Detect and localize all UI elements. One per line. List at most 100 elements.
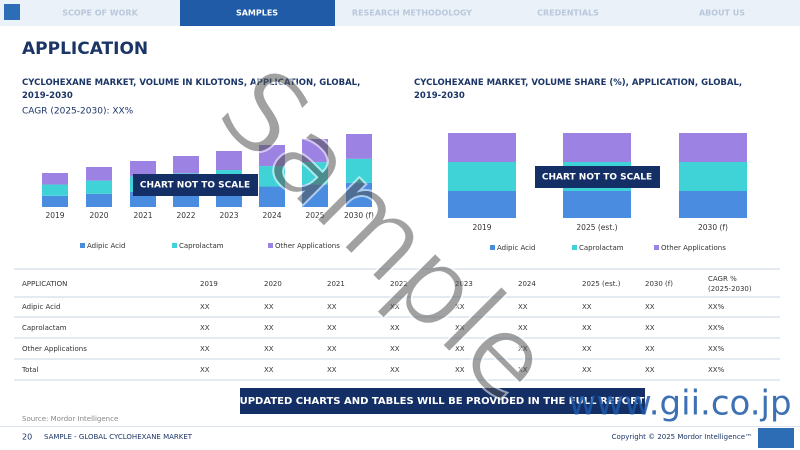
bar-segment [448,133,516,162]
nav-item: SCOPE OF WORK [62,9,138,18]
table-cell: XX [327,366,337,374]
bar-segment [346,182,372,207]
x-label: 2023 [219,211,238,220]
legend-swatch [490,245,495,250]
bar-segment [346,158,372,183]
table-cell: XX [582,324,592,332]
table-cell: XX [200,366,210,374]
table-header: 2022 [390,280,408,288]
table-cell: XX [645,345,655,353]
nav-item: ABOUT US [699,9,745,18]
bar-segment [259,186,285,207]
table-cell: XX [390,366,400,374]
heading: APPLICATION [22,39,148,59]
overlay-box [535,166,660,188]
table-cell: XX [518,345,528,353]
nav-item: CREDENTIALS [537,9,599,18]
table-cell: XX% [708,324,725,332]
legend-label: Other Applications [661,244,726,252]
table-cell: Caprolactam [22,324,67,332]
table-header: CAGR % (2025-2030) [708,275,752,293]
bar-segment [563,133,631,162]
x-label: 2024 [262,211,281,220]
bar-segment [259,166,285,187]
x-label: 2022 [176,211,195,220]
bar-segment [42,195,68,207]
table-cell: XX [264,324,274,332]
table-header: 2024 [518,280,536,288]
legend-label: Caprolactam [179,242,224,250]
x-label: 2019 [472,223,491,232]
brand-logo [758,428,794,448]
table-header: APPLICATION [22,280,67,288]
table-cell: XX% [708,345,725,353]
x-label: 2019 [45,211,64,220]
table-cell: XX [645,366,655,374]
table-cell: XX [200,324,210,332]
x-label: 2021 [133,211,152,220]
legend-label: Other Applications [275,242,340,250]
bar-segment [302,162,328,185]
table-cell: XX [327,303,337,311]
table-cell: XX [645,303,655,311]
table-cell: XX [455,366,465,374]
legend-label: Adipic Acid [87,242,125,250]
legend-swatch [172,243,177,248]
bar-segment [302,139,328,163]
table-cell: XX [264,366,274,374]
table-cell: XX [518,324,528,332]
bar-segment [86,167,112,181]
legend-swatch [268,243,273,248]
nav-item: SAMPLES [236,9,278,18]
bar-segment [130,161,156,177]
table-cell: XX [390,303,400,311]
table-cell: Other Applications [22,345,87,353]
overlay-box [133,174,258,196]
table-header: 2030 (f) [645,280,673,288]
legend-label: Caprolactam [579,244,624,252]
table-header: 2020 [264,280,282,288]
table-cell: Adipic Acid [22,303,60,311]
banner: UPDATED CHARTS AND TABLES WILL BE PROVID… [240,396,645,407]
site-watermark: www.gii.co.jp [568,384,791,424]
table-cell: XX [518,303,528,311]
x-label: 2025 (est.) [576,223,617,232]
table-cell: XX [582,345,592,353]
bar-segment [679,191,747,218]
table-cell: XX [455,345,465,353]
bar-segment [346,134,372,159]
bar-segment [679,162,747,191]
table-cell: XX [327,345,337,353]
nav-active [180,0,335,26]
table-cell: XX [518,366,528,374]
bar-segment [42,184,68,196]
bar-segment [448,162,516,191]
logo [4,4,20,20]
chart-title: CYCLOHEXANE MARKET, VOLUME SHARE (%), AP… [414,78,742,101]
table-cell: XX [455,324,465,332]
bar-segment [448,191,516,218]
chart-title: CYCLOHEXANE MARKET, VOLUME IN KILOTONS, … [22,78,360,101]
bar-segment [86,180,112,194]
bar-segment [173,156,199,174]
x-label: 2030 (f) [698,223,728,232]
table-cell: XX% [708,303,725,311]
table-cell: XX [327,324,337,332]
bar-segment [302,184,328,207]
legend-swatch [80,243,85,248]
table-cell: XX% [708,366,725,374]
table-header: 2023 [455,280,473,288]
nav-bar [0,0,800,26]
bar-segment [563,191,631,218]
footer-rule [0,426,800,427]
bar-segment [259,145,285,167]
watermark: Sample [194,43,576,425]
x-label: 2025 [305,211,324,220]
bar-segment [679,133,747,162]
copyright: Copyright © 2025 Mordor Intelligence™ [612,433,752,441]
nav-item: RESEARCH METHODOLOGY [352,9,472,18]
bar-segment [42,173,68,185]
table-cell: XX [582,303,592,311]
legend-swatch [572,245,577,250]
banner-box [240,388,645,414]
